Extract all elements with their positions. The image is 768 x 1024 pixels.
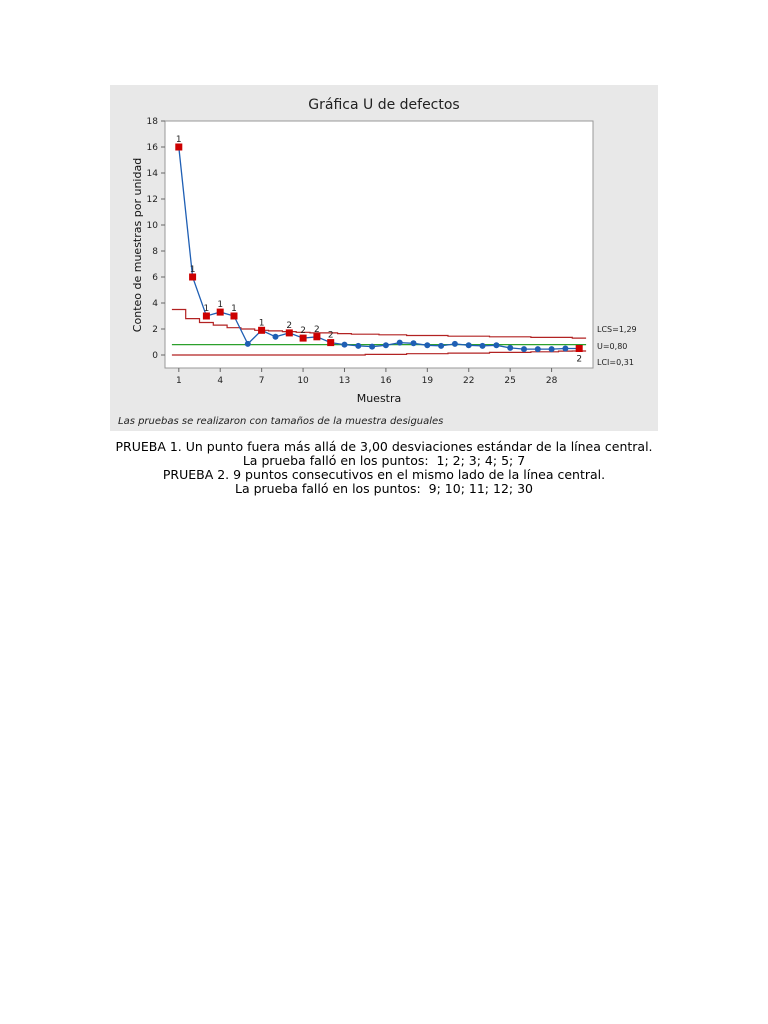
x-tick-label: 1 — [176, 376, 182, 386]
x-tick-label: 25 — [504, 376, 515, 386]
data-point — [424, 342, 431, 349]
x-tick-label: 22 — [463, 376, 474, 386]
center-line-label: U=0,80 — [597, 342, 627, 351]
test-failure-label: 1 — [176, 135, 182, 145]
x-axis-title: Muestra — [357, 392, 402, 405]
data-series: 111 1 11 22 222 — [175, 135, 583, 365]
plot-area — [164, 120, 594, 369]
data-point — [272, 333, 279, 340]
data-point — [341, 341, 348, 348]
data-point — [451, 340, 458, 347]
lcl-line — [171, 350, 587, 356]
data-point — [382, 342, 389, 349]
data-point — [369, 343, 376, 350]
data-point — [493, 342, 500, 349]
data-point — [244, 340, 251, 347]
y-tick-label: 4 — [152, 299, 158, 309]
flagged-point — [189, 273, 197, 281]
flagged-point — [285, 329, 293, 337]
x-tick-label: 10 — [297, 376, 309, 386]
data-point — [521, 346, 527, 353]
test-failure-label: 2 — [328, 331, 334, 341]
flagged-point — [175, 143, 183, 151]
data-point — [562, 345, 569, 352]
y-tick-label: 12 — [147, 195, 158, 205]
test1-description: PRUEBA 1. Un punto fuera más allá de 3,0… — [115, 439, 653, 454]
y-tick-label: 16 — [147, 143, 159, 153]
test-failure-label: 2 — [300, 326, 306, 336]
x-tick-label: 28 — [546, 376, 558, 386]
y-tick-label: 14 — [147, 169, 159, 179]
test-failure-label: 1 — [259, 318, 265, 328]
data-point — [396, 339, 403, 346]
data-point — [438, 342, 445, 349]
y-tick-label: 6 — [152, 273, 158, 283]
test-failure-label: 1 — [217, 300, 223, 310]
test-failure-label: 2 — [314, 325, 320, 335]
test-failure-label: 2 — [286, 321, 292, 331]
chart-footnote: Las pruebas se realizaron con tamaños de… — [118, 416, 443, 427]
flagged-point — [313, 333, 321, 341]
y-tick-label: 2 — [152, 325, 158, 335]
test-failure-label: 1 — [231, 304, 237, 314]
x-tick-label: 19 — [422, 376, 434, 386]
flagged-point — [230, 312, 238, 320]
x-tick-label: 16 — [380, 376, 392, 386]
ucl-label: LCS=1,29 — [597, 325, 637, 334]
data-point — [355, 342, 362, 349]
ucl-line — [171, 308, 587, 339]
test-results: PRUEBA 1. Un punto fuera más allá de 3,0… — [0, 440, 768, 496]
flagged-point — [258, 326, 266, 334]
flagged-point — [216, 308, 224, 316]
lcl-label: LCI=0,31 — [597, 358, 634, 367]
x-tick-label: 13 — [339, 376, 350, 386]
test-failure-label: 2 — [576, 355, 582, 365]
chart-title: Gráfica U de defectos — [308, 97, 459, 113]
test-failure-label: 1 — [190, 265, 196, 275]
control-limits — [171, 308, 587, 356]
limit-labels: LCS=1,29 U=0,80 LCI=0,31 — [597, 325, 637, 367]
y-tick-label: 8 — [152, 247, 158, 257]
data-point — [465, 342, 472, 349]
data-point — [507, 344, 514, 351]
flagged-point — [327, 339, 335, 347]
flagged-point — [202, 312, 210, 320]
test-failure-label: 1 — [204, 304, 210, 314]
data-point — [534, 346, 541, 353]
data-point — [548, 346, 555, 353]
test2-description: PRUEBA 2. 9 puntos consecutivos en el mi… — [162, 467, 606, 482]
data-point — [410, 340, 417, 347]
test1-failed-points: La prueba falló en los puntos: 1; 2; 3; … — [242, 453, 526, 468]
x-tick-label: 4 — [217, 376, 223, 386]
x-tick-label: 7 — [259, 376, 265, 386]
test2-failed-points: La prueba falló en los puntos: 9; 10; 11… — [235, 481, 533, 496]
y-axis-title: Conteo de muestras por unidad — [131, 158, 144, 332]
flagged-point — [299, 334, 307, 342]
flagged-point — [575, 345, 583, 352]
data-point — [479, 342, 486, 349]
y-tick-label: 18 — [147, 117, 159, 127]
u-chart: Gráfica U de defectos 111 1 11 22 222 024681… — [118, 97, 637, 427]
y-tick-label: 10 — [147, 221, 159, 231]
y-tick-label: 0 — [152, 351, 158, 361]
